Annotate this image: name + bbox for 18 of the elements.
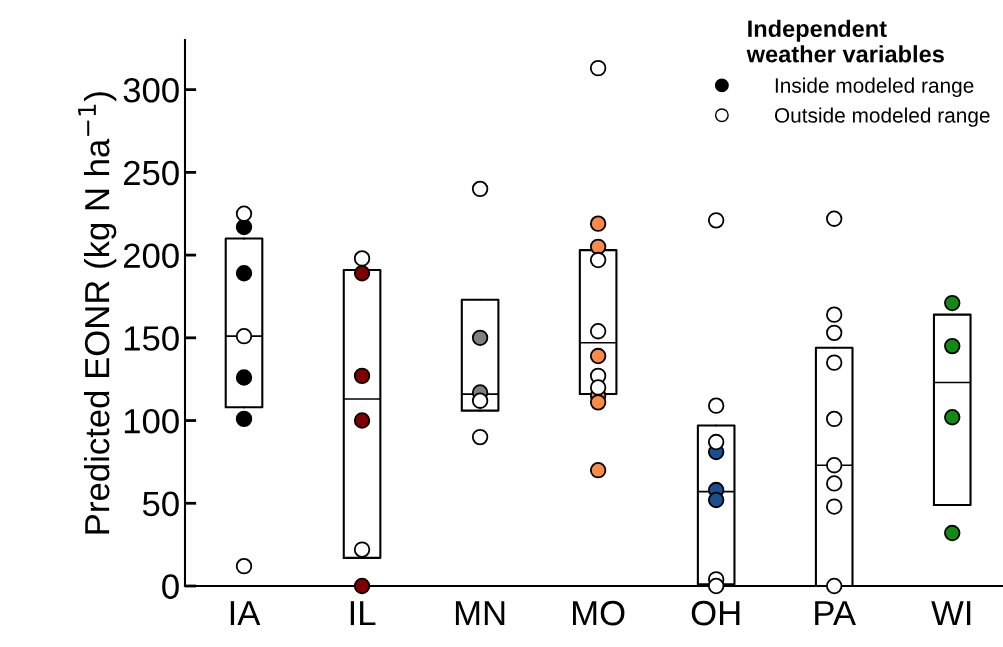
y-tick-label: 100 — [124, 408, 179, 434]
x-tick-label: OH — [691, 600, 740, 626]
y-tick-label: 200 — [123, 243, 179, 269]
y-axis-title: Predicted EONR (kg N ha$^{−1}$) — [78, 92, 117, 534]
y-tick-label: 150 — [124, 326, 179, 351]
y-tick-label: 250 — [123, 160, 179, 186]
x-tick-label: MO — [573, 600, 625, 626]
x-tick-label: PA — [815, 601, 857, 626]
y-tick-label: 300 — [123, 77, 179, 103]
y-tick-label: 0 — [162, 574, 179, 599]
y-tick-label: 50 — [142, 491, 179, 517]
x-tick-label: IL — [350, 601, 376, 626]
x-tick-label: WI — [931, 601, 971, 626]
x-tick-label: IA — [230, 601, 261, 626]
legend-label: Outside modeled range — [774, 107, 990, 127]
x-tick-label: MN — [455, 601, 505, 626]
legend-title: Independent weather variables — [746, 19, 944, 63]
legend-label: Inside modeled range — [775, 77, 974, 98]
